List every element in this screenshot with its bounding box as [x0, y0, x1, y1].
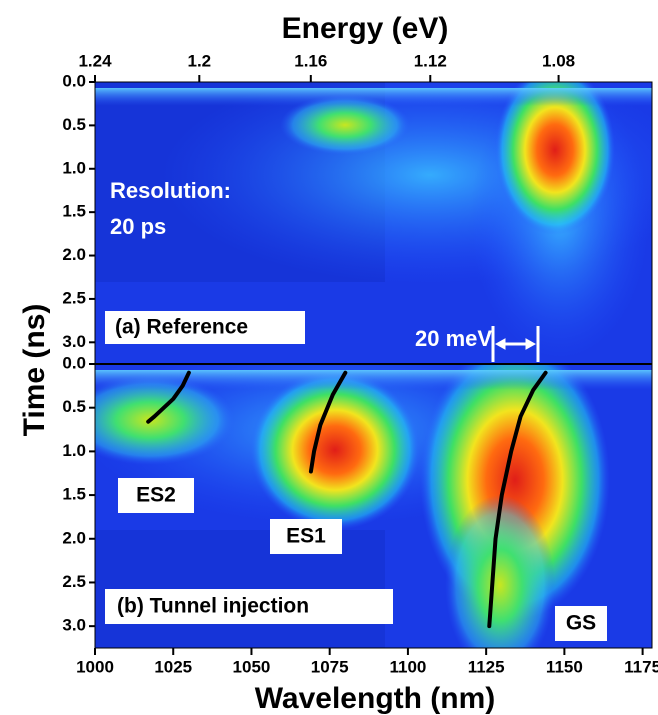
x-tick-label: 1000: [76, 657, 114, 676]
y-tick-label: 1.5: [62, 485, 86, 504]
x2-tick-label: 1.12: [414, 51, 447, 70]
label-box: [270, 519, 342, 554]
y-tick-label: 1.0: [62, 158, 86, 177]
panel-label: (b) Tunnel injection: [117, 595, 309, 618]
y-tick-label: 0.5: [62, 397, 86, 416]
x2-tick-label: 1.24: [78, 51, 112, 70]
label-box: [555, 606, 607, 641]
panel-label: (a) Reference: [115, 316, 248, 339]
y-axis-title: Time (ns): [18, 304, 51, 437]
y-tick-label: 1.5: [62, 202, 86, 221]
x2-axis-title: Energy (eV): [282, 12, 449, 45]
x-tick-label: 1150: [546, 657, 583, 676]
label-box: [118, 478, 194, 513]
plot-frame: [94, 81, 653, 649]
label-box: [105, 311, 305, 344]
x-tick-label: 1025: [154, 657, 192, 676]
annotation: Resolution:: [110, 178, 231, 203]
annotation: ES1: [286, 525, 326, 548]
scale-arrow: [491, 326, 540, 362]
y-tick-label: 3.0: [62, 616, 86, 635]
peak-trace: [146, 370, 191, 424]
y-tick-label: 1.0: [62, 441, 86, 460]
y-tick-label: 2.5: [62, 572, 86, 591]
y-tick-label: 0.0: [62, 353, 86, 372]
y-tick-label: 2.5: [62, 288, 86, 307]
y-tick-label: 0.5: [62, 115, 86, 134]
y-tick-label: 0.0: [62, 71, 86, 90]
x-tick-label: 1175: [624, 657, 658, 676]
streak-image-a: [95, 82, 652, 364]
annotation: 20 meV: [415, 326, 492, 351]
peak-trace: [308, 370, 348, 474]
x-tick-label: 1125: [468, 657, 505, 676]
x2-tick-label: 1.08: [542, 51, 575, 70]
x-axis-title: Wavelength (nm): [255, 682, 496, 715]
peak-trace: [487, 370, 548, 629]
y-tick-label: 3.0: [62, 332, 86, 351]
label-box: [105, 589, 393, 624]
x-tick-label: 1100: [389, 657, 426, 676]
x2-tick-label: 1.16: [294, 51, 327, 70]
x2-tick-label: 1.2: [187, 51, 211, 70]
annotation: ES2: [136, 484, 176, 507]
annotation: 20 ps: [110, 214, 166, 239]
y-tick-label: 2.0: [62, 245, 86, 264]
annotation: GS: [566, 612, 596, 635]
y-tick-label: 2.0: [62, 528, 86, 547]
x-tick-label: 1050: [233, 657, 271, 676]
x-tick-label: 1075: [311, 657, 349, 676]
